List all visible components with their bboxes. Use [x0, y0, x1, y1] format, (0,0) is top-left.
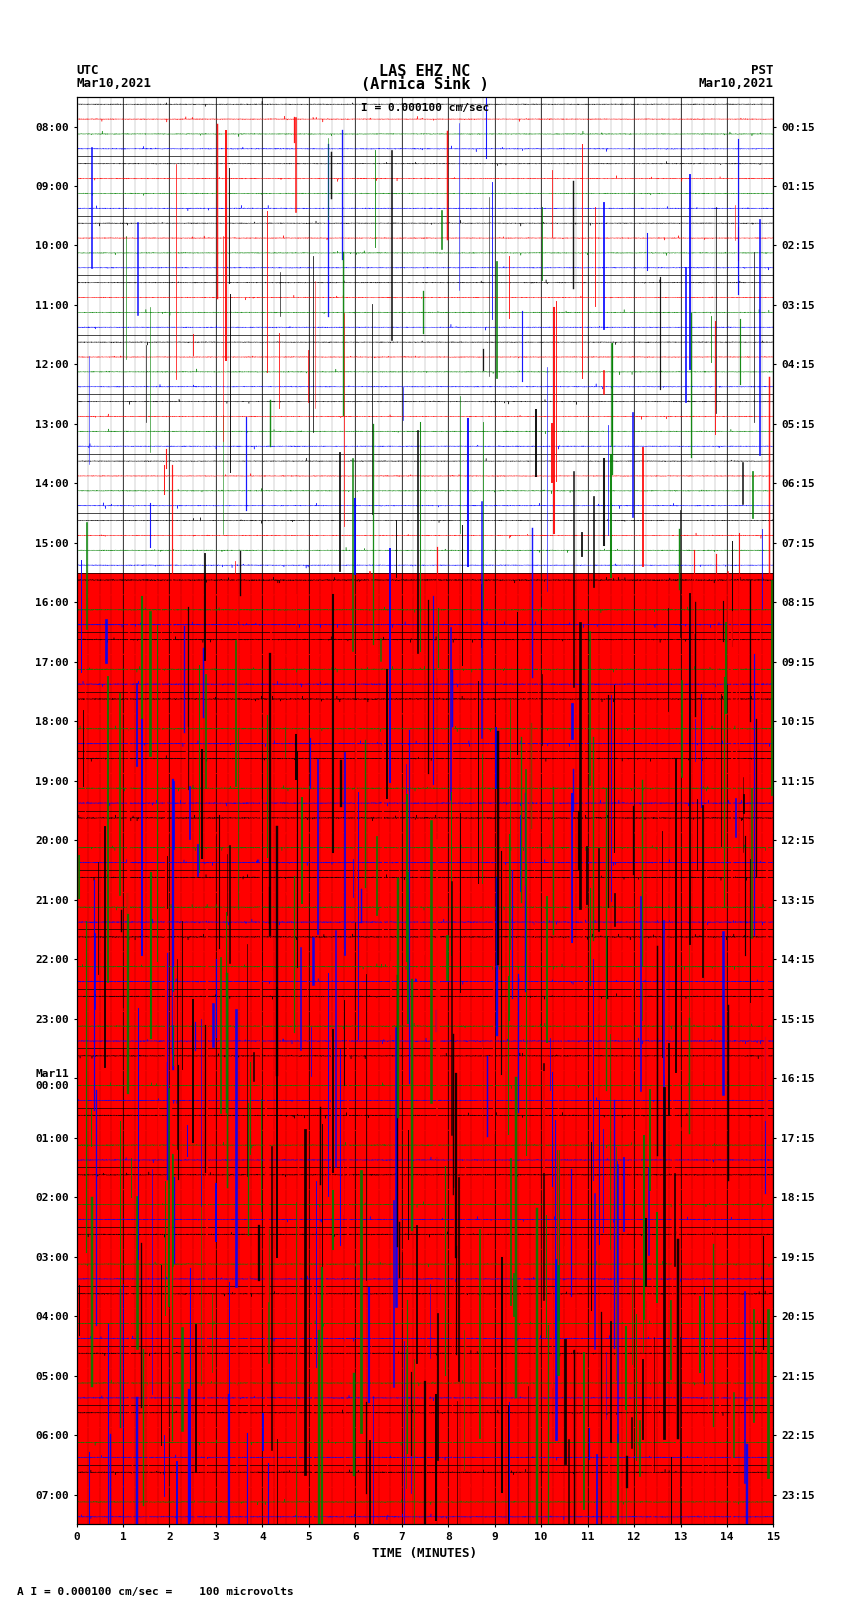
Bar	[76, 276, 774, 334]
Text: UTC: UTC	[76, 65, 99, 77]
Bar	[76, 869, 774, 929]
Text: LAS EHZ NC: LAS EHZ NC	[379, 65, 471, 79]
Bar	[76, 929, 774, 989]
Bar	[76, 1287, 774, 1345]
Bar	[76, 752, 774, 811]
Bar	[76, 692, 774, 752]
Bar	[76, 336, 774, 394]
Text: Mar10,2021: Mar10,2021	[699, 77, 774, 90]
Bar	[76, 1465, 774, 1524]
Bar	[76, 453, 774, 513]
Bar	[76, 1405, 774, 1465]
Bar	[76, 1108, 774, 1168]
Bar	[76, 1345, 774, 1405]
Bar	[76, 216, 774, 276]
Text: A I = 0.000100 cm/sec =    100 microvolts: A I = 0.000100 cm/sec = 100 microvolts	[17, 1587, 294, 1597]
Text: (Arnica Sink ): (Arnica Sink )	[361, 77, 489, 92]
Bar	[76, 156, 774, 216]
Text: PST: PST	[751, 65, 774, 77]
Bar	[76, 989, 774, 1048]
Bar	[76, 1048, 774, 1108]
Text: I = 0.000100 cm/sec: I = 0.000100 cm/sec	[361, 103, 489, 113]
Bar	[76, 1227, 774, 1287]
Text: Mar10,2021: Mar10,2021	[76, 77, 151, 90]
Bar	[76, 1168, 774, 1227]
Bar	[76, 513, 774, 573]
X-axis label: TIME (MINUTES): TIME (MINUTES)	[372, 1547, 478, 1560]
Bar	[76, 394, 774, 453]
Bar	[76, 97, 774, 156]
Bar	[76, 632, 774, 692]
Bar	[76, 573, 774, 632]
Bar	[76, 811, 774, 869]
